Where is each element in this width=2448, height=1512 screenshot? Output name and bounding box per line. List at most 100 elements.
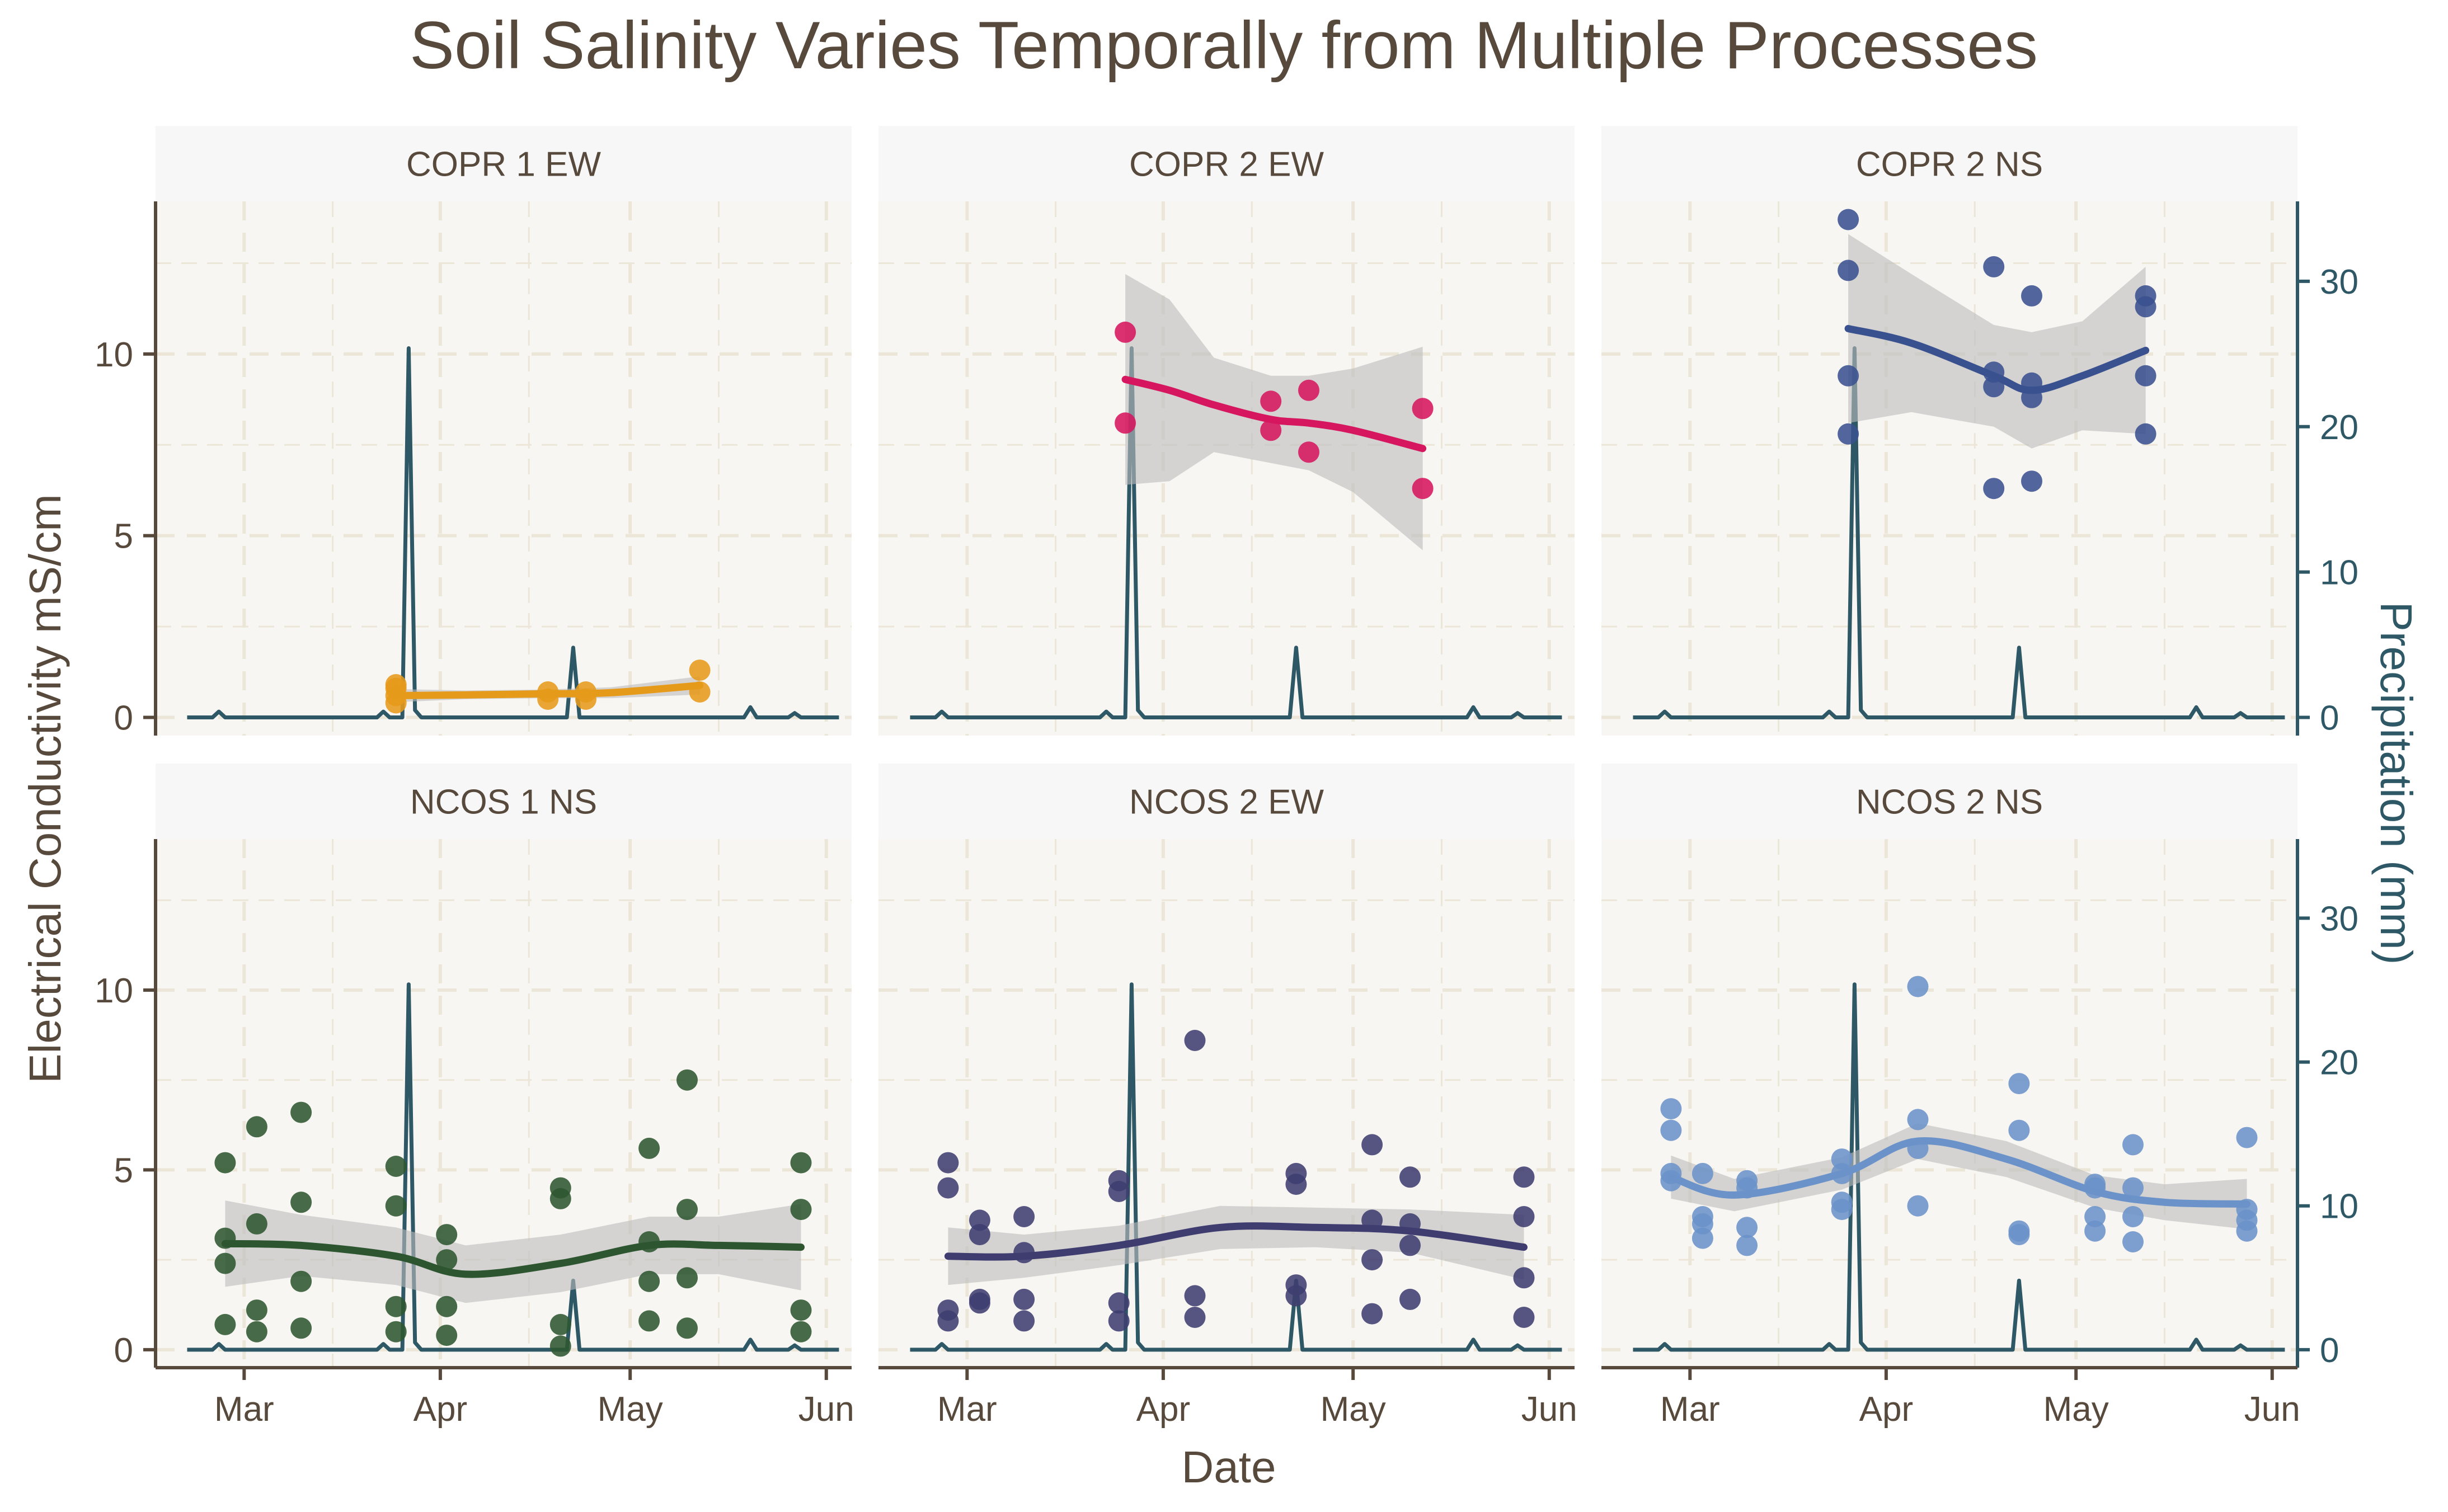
x-tick-label: Jun [1521, 1390, 1577, 1429]
data-point [638, 1310, 660, 1332]
precipitation-line [910, 346, 1562, 719]
trend-line [1121, 375, 1427, 453]
y-tick-label: 0 [114, 699, 133, 738]
data-point [676, 1069, 698, 1091]
data-point [676, 1267, 698, 1289]
facet-strip [878, 764, 1575, 839]
x-tick-label: Apr [414, 1390, 467, 1429]
data-point [1412, 398, 1434, 420]
data-point [1108, 1310, 1130, 1332]
panel-background [878, 201, 1575, 736]
x-tick-label: Mar [937, 1390, 997, 1429]
facet-strip [1601, 126, 2297, 201]
y-tick-label: 10 [95, 972, 133, 1010]
y2-tick-label: 20 [2320, 408, 2358, 447]
data-point [1399, 1288, 1421, 1310]
panel-background [156, 201, 852, 736]
data-point [2008, 1073, 2030, 1095]
data-point [1108, 1181, 1130, 1202]
facet-strip [156, 126, 852, 201]
data-point [1907, 1109, 1929, 1131]
y2-tick-label: 0 [2320, 699, 2339, 738]
data-point [1660, 1119, 1682, 1141]
data-point [436, 1325, 458, 1346]
data-point [1838, 423, 1859, 445]
data-point [385, 1296, 407, 1317]
y2-tick-label: 20 [2320, 1044, 2358, 1082]
data-point [1013, 1310, 1035, 1332]
data-point [1013, 1288, 1035, 1310]
y2-axis-title: Precipitation (mm) [2371, 601, 2421, 964]
data-point [1983, 478, 2005, 500]
facet-strip [878, 126, 1575, 201]
data-point [1691, 1162, 1713, 1184]
data-point [1260, 420, 1282, 441]
data-point [436, 1296, 458, 1317]
data-point [1691, 1227, 1713, 1249]
x-tick-label: May [598, 1390, 663, 1429]
precipitation-line [910, 982, 1562, 1352]
data-point [2122, 1206, 2144, 1227]
data-point [1983, 256, 2005, 277]
trend-confidence-band [1125, 274, 1423, 550]
data-point [638, 1270, 660, 1292]
y2-tick-label: 30 [2320, 263, 2358, 302]
trend-line [1667, 1137, 2250, 1208]
data-point [1115, 321, 1136, 343]
facet-strip [156, 764, 852, 839]
data-point [2122, 1134, 2144, 1156]
data-point [790, 1299, 812, 1321]
panel-background [1601, 839, 2297, 1368]
data-point [2236, 1127, 2258, 1148]
y-tick-label: 0 [114, 1331, 133, 1370]
x-tick-label: May [2043, 1390, 2109, 1429]
data-point [2122, 1177, 2144, 1199]
data-point [1115, 412, 1136, 434]
data-point [2135, 365, 2156, 387]
y-axis-title: Electrical Conductivity mS/cm [20, 494, 70, 1084]
y-tick-label: 10 [95, 336, 133, 374]
y2-tick-label: 30 [2320, 899, 2358, 938]
data-point [1831, 1199, 1853, 1221]
data-point [937, 1152, 959, 1174]
facet-label: COPR 2 EW [1129, 145, 1324, 184]
data-point [1108, 1292, 1130, 1314]
data-point [214, 1313, 236, 1335]
data-point [1736, 1235, 1758, 1256]
data-point [214, 1252, 236, 1274]
y-tick-label: 5 [114, 1151, 133, 1190]
data-point [2236, 1220, 2258, 1242]
data-point [1907, 1195, 1929, 1217]
panel-background [878, 839, 1575, 1368]
data-point [1513, 1307, 1535, 1328]
data-point [1298, 441, 1319, 463]
data-point [1412, 478, 1434, 500]
y-tick-label: 5 [114, 517, 133, 556]
data-point [436, 1249, 458, 1271]
data-point [385, 1195, 407, 1217]
data-point [2135, 423, 2156, 445]
data-point [2135, 296, 2156, 318]
data-point [1513, 1206, 1535, 1227]
x-tick-label: May [1321, 1390, 1386, 1429]
data-point [549, 1313, 571, 1335]
data-point [1298, 379, 1319, 401]
trend-line [944, 1222, 1528, 1261]
data-point [1399, 1235, 1421, 1256]
data-point [638, 1137, 660, 1159]
x-tick-label: Jun [798, 1390, 854, 1429]
panels-layer: COPR 1 EW 0 5 10 COPR 2 EW COPR 2 NS 0 10 20 30 NC… [95, 126, 2358, 1429]
data-point [937, 1310, 959, 1332]
trend-confidence-band [1671, 1123, 2247, 1230]
data-point [246, 1299, 267, 1321]
data-point [1361, 1303, 1383, 1325]
data-point [1736, 1217, 1758, 1238]
precipitation-line [1633, 346, 2285, 719]
x-tick-label: Apr [1136, 1390, 1190, 1429]
data-point [290, 1101, 312, 1123]
data-point [2008, 1224, 2030, 1246]
y2-tick-label: 10 [2320, 554, 2358, 592]
data-point [969, 1224, 990, 1246]
facet-label: COPR 2 NS [1856, 145, 2043, 184]
